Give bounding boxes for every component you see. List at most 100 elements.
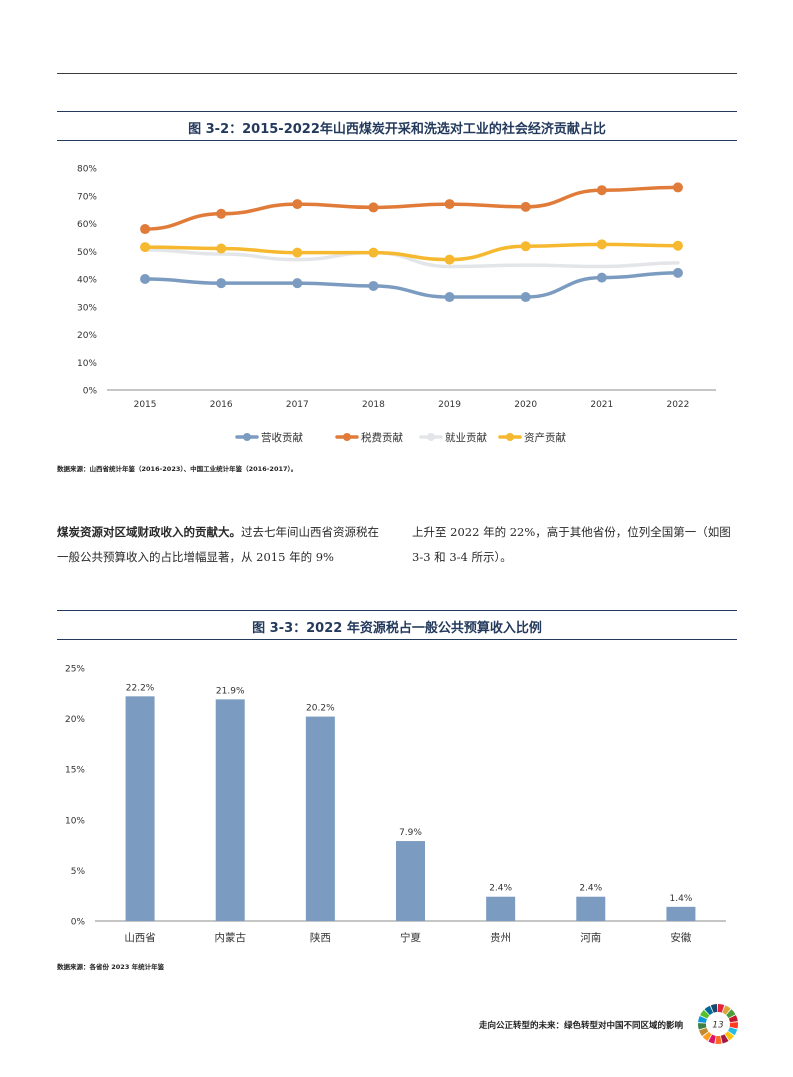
y-tick-label: 20% bbox=[77, 331, 97, 341]
figure1-bottom-rule bbox=[57, 140, 737, 141]
x-tick-label: 2022 bbox=[666, 400, 689, 410]
data-point bbox=[596, 239, 607, 250]
y-tick-label: 50% bbox=[77, 248, 97, 258]
x-category-label: 山西省 bbox=[124, 931, 156, 944]
wheel-segment bbox=[708, 1034, 716, 1044]
bar bbox=[396, 841, 425, 921]
data-point bbox=[292, 247, 303, 258]
y-tick-label: 60% bbox=[77, 220, 97, 230]
figure1-source: 数据来源：山西省统计年鉴（2016-2023）、中国工业统计年鉴（2016-20… bbox=[57, 465, 298, 473]
x-category-label: 宁夏 bbox=[400, 931, 421, 944]
x-tick-label: 2020 bbox=[514, 400, 537, 410]
figure1-top-rule bbox=[57, 111, 737, 112]
x-category-label: 河南 bbox=[580, 931, 601, 944]
sdg-wheel-logo: 13 bbox=[698, 1004, 738, 1044]
data-point bbox=[520, 292, 531, 303]
data-point bbox=[368, 247, 379, 258]
wheel-segment bbox=[698, 1015, 708, 1023]
data-point bbox=[368, 280, 379, 291]
wheel-segment bbox=[722, 1005, 731, 1015]
wheel-segment bbox=[710, 1004, 718, 1013]
y-tick-label: 70% bbox=[77, 192, 97, 202]
data-point bbox=[140, 274, 151, 284]
series-line-0 bbox=[143, 271, 680, 299]
wheel-segment bbox=[729, 1022, 738, 1029]
legend-marker bbox=[427, 433, 435, 441]
x-tick-label: 2015 bbox=[134, 400, 157, 410]
data-point bbox=[596, 185, 607, 196]
data-point bbox=[368, 202, 379, 213]
bar-value-label: 2.4% bbox=[489, 884, 512, 894]
legend-marker bbox=[506, 433, 514, 441]
figure2-bottom-rule bbox=[57, 639, 737, 640]
data-point bbox=[292, 278, 303, 289]
x-category-label: 贵州 bbox=[490, 931, 511, 944]
y-tick-label: 10% bbox=[77, 359, 97, 369]
wheel-segment bbox=[715, 1035, 722, 1044]
wheel-segment bbox=[700, 1009, 710, 1019]
y-tick-label: 20% bbox=[65, 715, 85, 725]
legend-marker bbox=[243, 433, 251, 441]
line-chart: 0% 10% 20% 30% 40% 50% 60% 70% 80% 2015 2016 2017 20… bbox=[77, 165, 716, 444]
data-point bbox=[444, 199, 455, 210]
bar bbox=[125, 696, 155, 921]
y-tick-label: 5% bbox=[71, 867, 86, 877]
data-point bbox=[140, 224, 151, 235]
data-point bbox=[672, 267, 683, 278]
data-point bbox=[140, 242, 151, 253]
page-number: 13 bbox=[712, 1021, 724, 1031]
data-point bbox=[444, 254, 455, 265]
paragraph-left-bold: 煤炭资源对区域财政收入的贡献大。 bbox=[57, 525, 241, 539]
wheel-segment bbox=[704, 1005, 714, 1016]
wheel-segment bbox=[698, 1023, 707, 1030]
legend-label: 税费贡献 bbox=[361, 431, 403, 444]
y-tick-label: 25% bbox=[65, 665, 85, 675]
x-tick-label: 2017 bbox=[286, 400, 309, 410]
bar bbox=[305, 716, 335, 921]
data-point bbox=[444, 292, 455, 303]
series-line-3 bbox=[143, 242, 680, 262]
y-tick-label: 80% bbox=[77, 165, 97, 175]
legend-label: 营收贡献 bbox=[261, 431, 303, 444]
y-tick-label: 10% bbox=[65, 816, 85, 826]
y-tick-label: 40% bbox=[77, 276, 97, 286]
wheel-segment bbox=[727, 1027, 738, 1036]
header-rule bbox=[57, 73, 737, 74]
bar-value-label: 20.2% bbox=[306, 704, 335, 714]
data-point bbox=[520, 241, 531, 252]
paragraph-left-rest: 过去七年间山西省资源税在一般公共预算收入的占比增幅显著，从 2015 年的 9% bbox=[57, 525, 379, 564]
bar bbox=[666, 906, 696, 921]
x-category-label: 内蒙古 bbox=[214, 931, 246, 944]
wheel-segment bbox=[720, 1034, 729, 1044]
wheel-segment bbox=[726, 1009, 736, 1019]
data-point bbox=[672, 182, 683, 193]
bar-value-label: 2.4% bbox=[579, 884, 602, 894]
paragraph-right: 上升至 2022 年的 22%，高于其他省份，位列全国第一（如图 3-3 和 3… bbox=[412, 525, 731, 564]
series-line-1 bbox=[143, 185, 680, 231]
figure1-title: 图 3-2：2015-2022年山西煤炭开采和洗选对工业的社会经济贡献占比 bbox=[188, 122, 606, 137]
bar-chart: 0% 5% 10% 15% 20% 25% 22.2% 山西省 21.9% 内蒙古 20.2% 陕西 7… bbox=[65, 665, 726, 944]
data-point bbox=[216, 278, 227, 289]
y-tick-label: 15% bbox=[65, 766, 85, 776]
x-tick-label: 2018 bbox=[362, 400, 385, 410]
wheel-segment bbox=[702, 1031, 712, 1042]
data-point bbox=[292, 199, 303, 210]
wheel-segment bbox=[724, 1031, 734, 1041]
bar bbox=[215, 699, 245, 921]
footer-text: 走向公正转型的未来：绿色转型对中国不同区域的影响 bbox=[478, 1021, 683, 1031]
y-tick-label: 30% bbox=[77, 303, 97, 313]
legend-label: 资产贡献 bbox=[524, 431, 566, 444]
wheel-segment bbox=[699, 1027, 709, 1037]
bar-value-label: 7.9% bbox=[399, 828, 422, 838]
series-line-2 bbox=[143, 248, 680, 269]
x-tick-label: 2016 bbox=[210, 400, 233, 410]
y-tick-label: 0% bbox=[83, 387, 98, 397]
legend-marker bbox=[343, 433, 351, 441]
bar bbox=[486, 896, 516, 921]
x-category-label: 安徽 bbox=[670, 931, 691, 944]
bar-value-label: 1.4% bbox=[669, 894, 692, 904]
paragraph-left: 煤炭资源对区域财政收入的贡献大。过去七年间山西省资源税在一般公共预算收入的占比增… bbox=[57, 520, 382, 570]
figure2-source: 数据来源：各省份 2023 年统计年鉴 bbox=[57, 963, 165, 971]
figure2-top-rule bbox=[57, 610, 737, 611]
bar-value-label: 22.2% bbox=[126, 683, 155, 693]
